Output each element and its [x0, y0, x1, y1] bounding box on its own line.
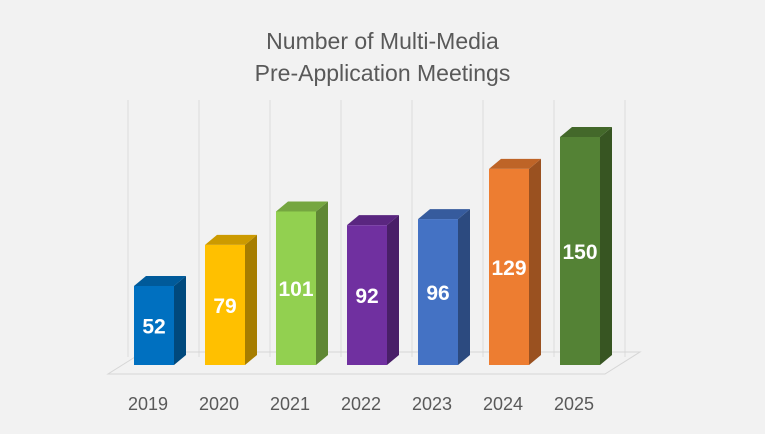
bar-2025: [560, 137, 600, 365]
data-label: 79: [213, 295, 236, 318]
data-label: 101: [278, 278, 313, 301]
floor: [106, 351, 642, 375]
bar-side: [600, 127, 612, 365]
bar-side: [245, 234, 257, 365]
bar-top: [205, 234, 257, 245]
x-tick-label: 2020: [199, 394, 239, 414]
data-label: 92: [355, 285, 378, 308]
bar-top: [347, 215, 399, 226]
bar-side: [387, 215, 399, 365]
data-label: 150: [562, 241, 597, 264]
bar-2020: [205, 244, 245, 365]
bar-top: [134, 275, 186, 286]
x-tick-label: 2024: [483, 394, 523, 414]
bar-top: [418, 209, 470, 220]
bar-top: [276, 201, 328, 212]
bar-side: [458, 209, 470, 365]
bar-side: [174, 275, 186, 365]
data-label: 129: [491, 257, 526, 280]
x-tick-label: 2021: [270, 394, 310, 414]
bar-top: [560, 127, 612, 137]
bar-side: [316, 201, 328, 365]
bar-side: [529, 158, 541, 365]
bar-2023: [418, 219, 458, 365]
x-tick-label: 2025: [554, 394, 594, 414]
bar-2022: [347, 225, 387, 365]
chart-title-line-1: Number of Multi-Media: [266, 28, 499, 54]
x-tick-label: 2022: [341, 394, 381, 414]
x-tick-label: 2019: [128, 394, 168, 414]
bar-2024: [489, 168, 529, 365]
data-label: 52: [142, 315, 165, 338]
x-tick-label: 2023: [412, 394, 452, 414]
chart-title-line-2: Pre-Application Meetings: [254, 60, 511, 86]
bar-top: [489, 158, 541, 169]
data-label: 96: [426, 282, 449, 305]
bar-2019: [134, 285, 174, 365]
bar-2021: [276, 211, 316, 365]
